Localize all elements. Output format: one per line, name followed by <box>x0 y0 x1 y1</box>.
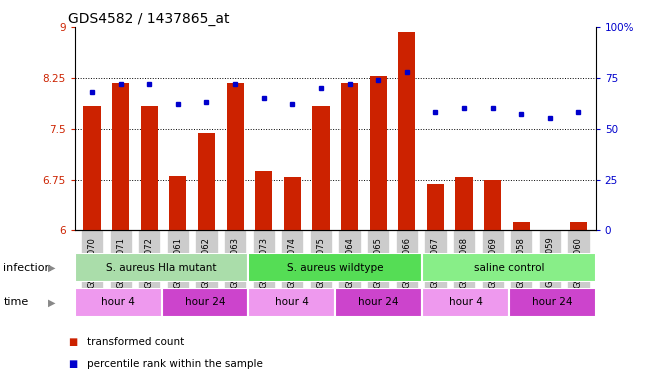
Bar <box>141 106 158 230</box>
Bar <box>513 222 530 230</box>
Bar <box>312 106 329 230</box>
Bar <box>75 288 161 317</box>
Bar <box>570 222 587 230</box>
Text: time: time <box>3 297 29 308</box>
Bar <box>75 253 249 282</box>
Bar <box>83 106 101 230</box>
Bar <box>255 171 272 230</box>
Bar <box>169 176 186 230</box>
Bar <box>249 288 335 317</box>
Text: ▶: ▶ <box>48 263 55 273</box>
Bar <box>456 177 473 230</box>
Text: hour 24: hour 24 <box>359 297 399 308</box>
Bar <box>227 83 243 230</box>
Text: hour 24: hour 24 <box>532 297 572 308</box>
Bar <box>427 184 444 230</box>
Bar <box>249 253 422 282</box>
Text: hour 24: hour 24 <box>185 297 225 308</box>
Bar <box>198 133 215 230</box>
Bar <box>335 288 422 317</box>
Text: GDS4582 / 1437865_at: GDS4582 / 1437865_at <box>68 12 230 25</box>
Text: saline control: saline control <box>474 263 544 273</box>
Text: ▶: ▶ <box>48 297 55 308</box>
Bar <box>484 180 501 230</box>
Text: S. aureus Hla mutant: S. aureus Hla mutant <box>106 263 217 273</box>
Text: hour 4: hour 4 <box>449 297 482 308</box>
Bar <box>509 288 596 317</box>
Bar <box>112 83 130 230</box>
Bar <box>398 32 415 230</box>
Text: infection: infection <box>3 263 52 273</box>
Bar <box>422 288 509 317</box>
Text: ■: ■ <box>68 337 77 347</box>
Text: percentile rank within the sample: percentile rank within the sample <box>87 359 262 369</box>
Text: hour 4: hour 4 <box>275 297 309 308</box>
Text: ■: ■ <box>68 359 77 369</box>
Text: transformed count: transformed count <box>87 337 184 347</box>
Bar <box>161 288 249 317</box>
Bar <box>370 76 387 230</box>
Bar <box>341 83 358 230</box>
Text: S. aureus wildtype: S. aureus wildtype <box>287 263 383 273</box>
Bar <box>422 253 596 282</box>
Text: hour 4: hour 4 <box>102 297 135 308</box>
Bar <box>284 177 301 230</box>
